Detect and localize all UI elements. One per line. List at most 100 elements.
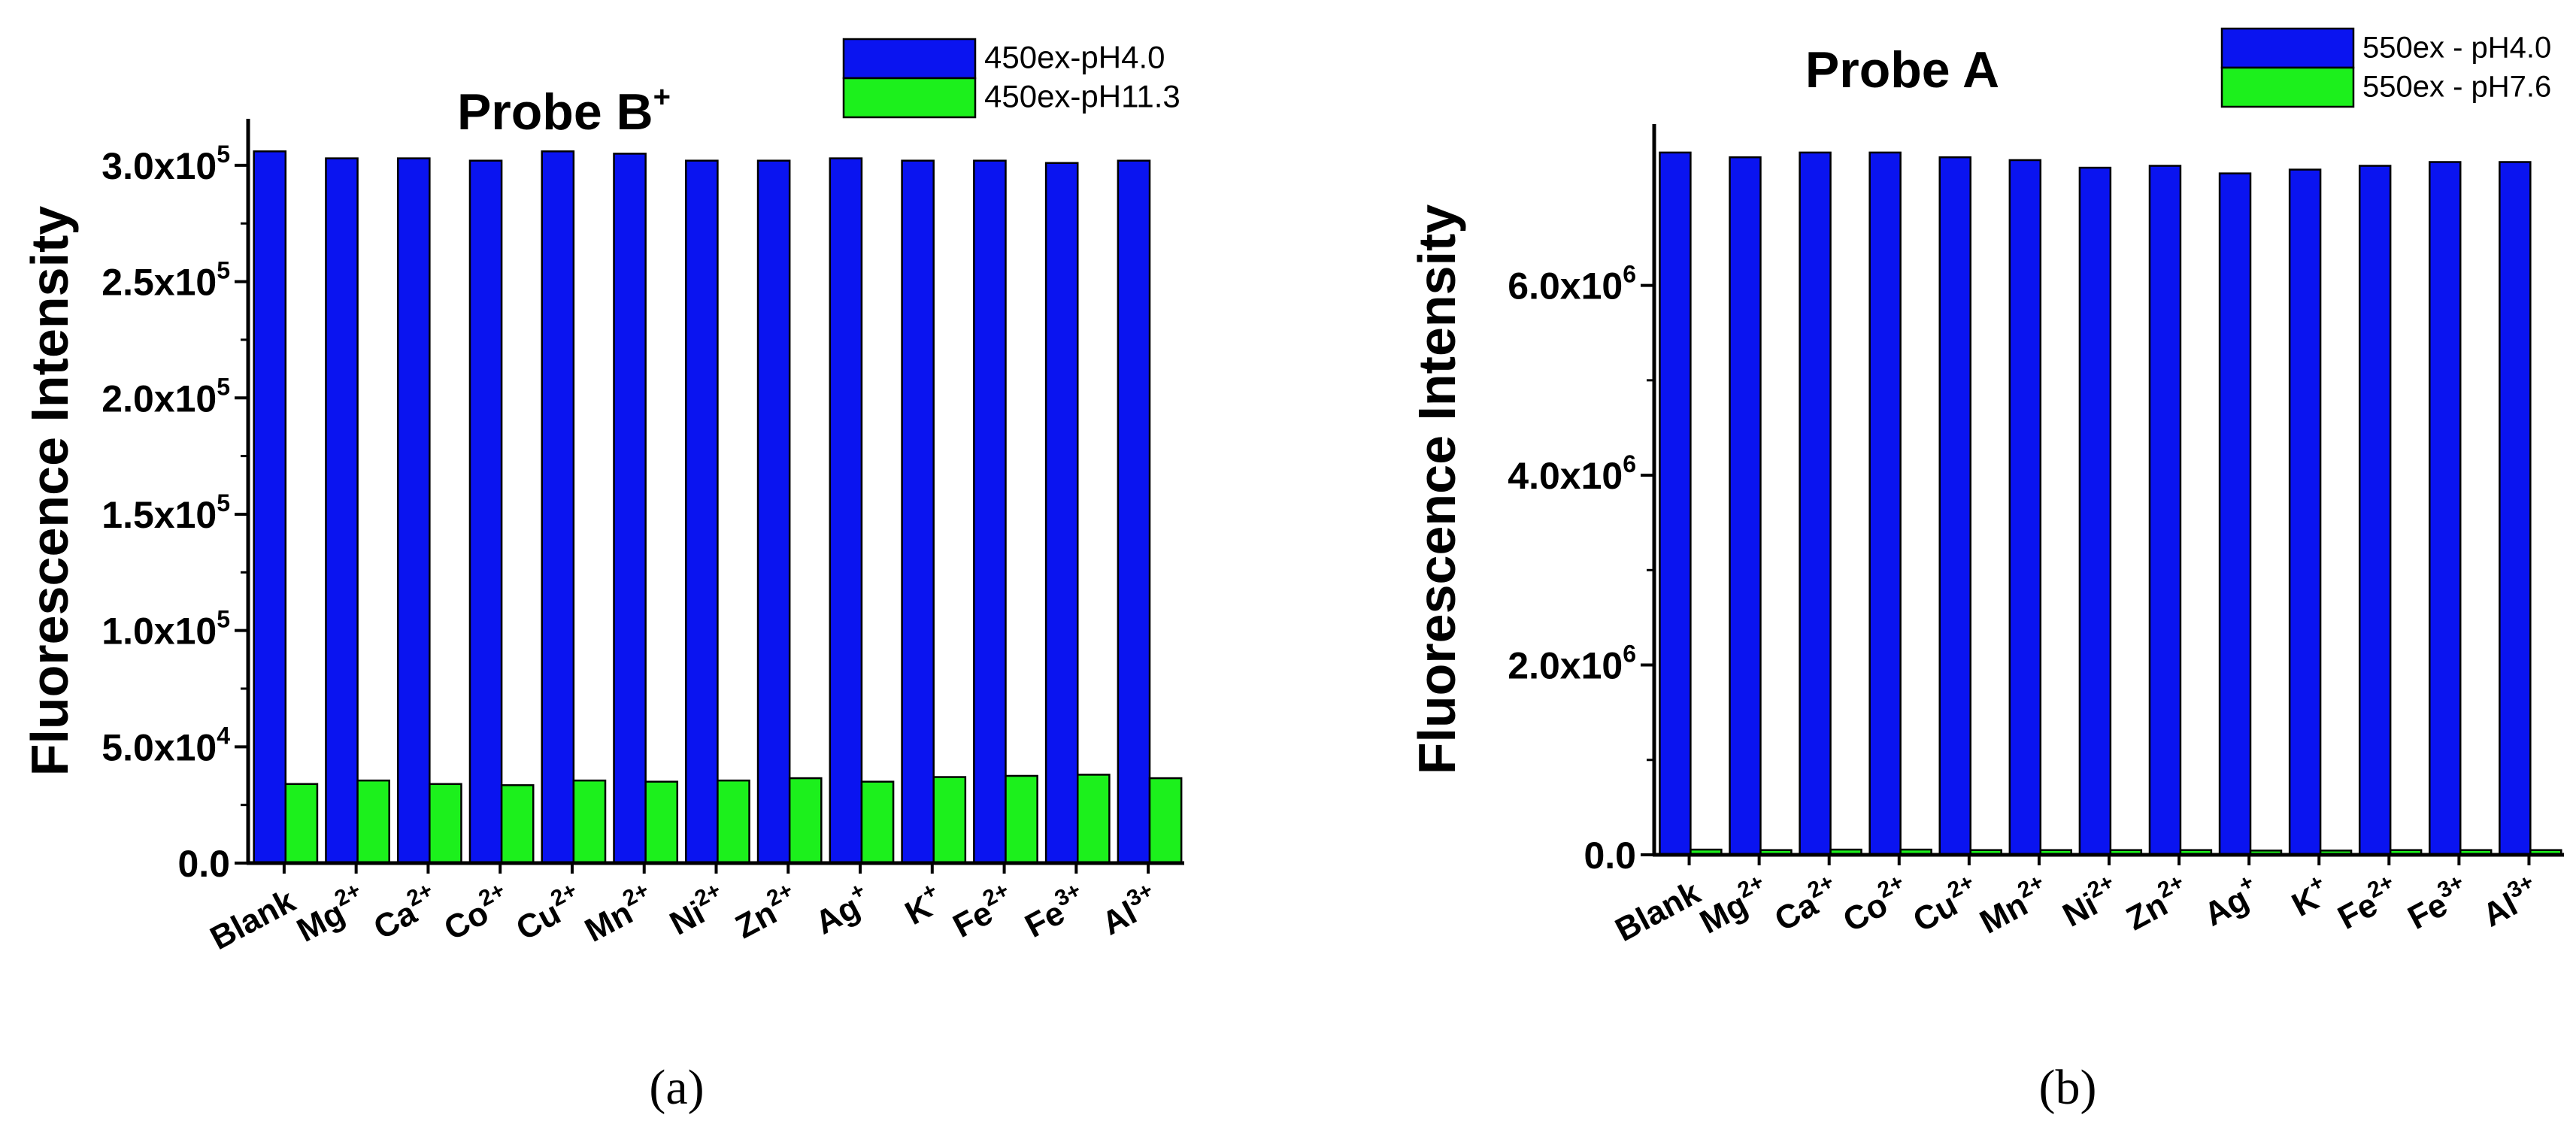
y-tick-label: 0.0 [1583, 835, 1636, 877]
x-tick-label: Co2+ [1835, 869, 1916, 939]
bar-series2-9 [932, 776, 967, 865]
bar-series1-11 [2429, 161, 2462, 856]
y-tick-label: 4.0x106 [1508, 450, 1636, 497]
y-tick-mantissa: 4.0x10 [1508, 455, 1623, 497]
subfigure-label: (a) [649, 1060, 704, 1115]
bar-series1-12 [1117, 159, 1151, 865]
x-tick-label: Mg2+ [289, 877, 374, 949]
y-tick-mantissa: 1.5x10 [102, 494, 217, 536]
y-tick-label: 3.0x105 [102, 141, 230, 187]
x-tick-label: Ca2+ [365, 877, 445, 947]
y-tick-label: 1.5x105 [102, 489, 230, 536]
y-tick-mantissa: 5.0x10 [102, 726, 217, 768]
y-tick-mantissa: 0.0 [1583, 835, 1636, 877]
y-tick-label: 1.0x105 [102, 606, 230, 653]
y-axis-label: Fluorescence Intensity [20, 206, 79, 777]
bar-series2-6 [717, 779, 750, 865]
legend-label-2: 450ex-pH11.3 [984, 78, 1180, 114]
y-tick-label: 2.0x105 [102, 373, 230, 420]
bar-series1-0 [253, 150, 287, 865]
y-tick-exponent: 6 [1623, 261, 1636, 288]
y-tick-mantissa: 2.5x10 [102, 262, 217, 304]
chart-title-text: Probe B [457, 83, 653, 141]
bar-series1-12 [2499, 161, 2532, 856]
legend-label-1: 450ex-pH4.0 [984, 39, 1165, 74]
bar-series1-3 [1868, 151, 1902, 856]
x-tick-label: Ni2+ [2054, 869, 2126, 934]
y-tick-mantissa: 2.0x10 [1508, 645, 1623, 687]
bar-series1-10 [2358, 165, 2392, 856]
bar-series1-7 [2148, 165, 2182, 856]
x-tick-label: Ni2+ [662, 877, 733, 942]
x-tick-label: Cu2+ [508, 877, 589, 947]
bar-series2-11 [1077, 774, 1111, 865]
bar-series1-3 [468, 159, 503, 865]
x-tick-label-base: Blank [1609, 874, 1706, 949]
y-tick-label: 2.5x105 [102, 257, 230, 304]
legend-swatch-1 [2220, 27, 2355, 69]
bar-series2-2 [429, 783, 462, 865]
x-tick-label-base: Blank [205, 882, 302, 957]
bar-series2-0 [284, 783, 319, 865]
x-tick-label: Fe2+ [944, 877, 1021, 945]
bar-series1-10 [973, 159, 1007, 865]
y-tick-exponent: 6 [1623, 450, 1636, 477]
y-tick-exponent: 5 [217, 373, 230, 400]
y-tick-mantissa: 2.0x10 [102, 377, 217, 420]
y-tick-exponent: 5 [217, 257, 230, 284]
bar-series1-7 [756, 159, 791, 865]
y-axis-label: Fluorescence Intensity [1408, 204, 1466, 775]
y-tick-exponent: 4 [217, 722, 230, 749]
bar-series1-1 [1729, 156, 1762, 856]
chart-title: Probe B+ [457, 80, 671, 141]
legend-swatch-2 [2220, 66, 2355, 108]
x-tick-label: Zn2+ [2118, 869, 2196, 938]
x-tick-label: K+ [897, 877, 950, 932]
chart-title: Probe A [1805, 41, 1999, 98]
chart-title-text: Probe A [1805, 41, 1999, 98]
bar-series1-6 [685, 159, 719, 865]
x-tick-label: Mg2+ [1692, 869, 1777, 941]
bar-series1-8 [2218, 172, 2252, 856]
x-tick-label: K+ [2284, 869, 2336, 924]
y-tick-label: 5.0x104 [102, 722, 230, 768]
bar-series2-3 [500, 784, 535, 865]
legend-label-1: 550ex - pH4.0 [2362, 31, 2551, 64]
x-tick-label: Ag+ [2196, 869, 2266, 933]
bar-series2-5 [644, 780, 679, 865]
bar-series2-4 [572, 779, 607, 865]
bar-series1-0 [1659, 151, 1692, 856]
y-tick-mantissa: 3.0x10 [102, 145, 217, 187]
x-tick-label: Ag+ [807, 877, 877, 941]
bar-series1-9 [2288, 168, 2322, 856]
bar-series1-8 [829, 157, 863, 865]
x-tick-label: Al3+ [1093, 877, 1165, 942]
y-tick-exponent: 5 [217, 489, 230, 516]
x-tick-label: Co2+ [436, 877, 517, 947]
y-tick-exponent: 5 [217, 141, 230, 168]
bar-series1-2 [396, 157, 431, 865]
subfigure-label: (b) [2039, 1060, 2097, 1115]
chart-title-superscript: + [653, 80, 671, 114]
bar-series1-9 [901, 159, 935, 865]
bar-series1-4 [541, 150, 575, 865]
x-tick-label: Al3+ [2474, 869, 2546, 934]
x-tick-label: Fe2+ [2329, 869, 2406, 937]
bar-series1-5 [613, 153, 647, 865]
x-tick-label: Zn2+ [727, 877, 805, 946]
chart-a: 0.05.0x1041.0x1051.5x1052.0x1052.5x1053.… [20, 38, 1184, 1115]
bar-series1-1 [325, 157, 359, 865]
x-tick-label: Blank [205, 882, 302, 957]
bar-series1-11 [1044, 162, 1079, 865]
y-tick-mantissa: 0.0 [177, 843, 230, 885]
bar-series1-2 [1799, 151, 1832, 856]
bar-series2-1 [356, 779, 390, 865]
y-tick-exponent: 5 [217, 606, 230, 633]
bar-series1-4 [1938, 156, 1971, 856]
bar-series2-10 [1005, 774, 1038, 865]
x-tick-label: Blank [1609, 874, 1706, 949]
legend-swatch-1 [842, 38, 977, 80]
x-tick-label: Fe3+ [2399, 869, 2476, 937]
y-tick-label: 2.0x106 [1508, 641, 1636, 687]
